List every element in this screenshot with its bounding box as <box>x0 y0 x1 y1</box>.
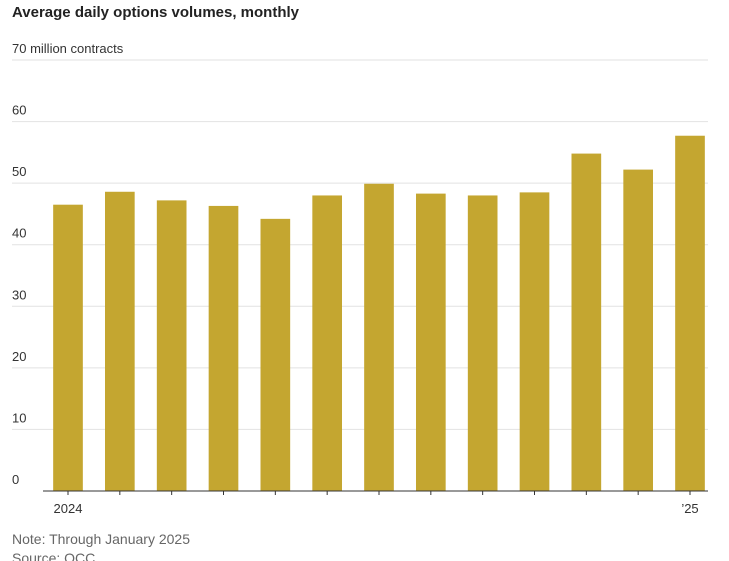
note: Note: Through January 2025 <box>12 531 190 547</box>
bar <box>156 200 187 491</box>
y-tick-label: 40 <box>12 226 26 241</box>
y-tick-label: 30 <box>12 287 26 302</box>
x-tick-label: ’25 <box>681 501 698 516</box>
x-tick-label: 2024 <box>54 501 83 516</box>
bar <box>312 195 343 491</box>
y-tick-label: 0 <box>12 472 19 487</box>
y-tick-label: 70 million contracts <box>12 41 124 56</box>
bar <box>519 192 550 491</box>
bar <box>364 183 394 491</box>
bar <box>467 195 498 491</box>
y-tick-label: 60 <box>12 103 26 118</box>
bar <box>104 191 135 491</box>
bar <box>675 135 705 492</box>
chart-title: Average daily options volumes, monthly <box>12 4 300 21</box>
bar <box>53 204 83 491</box>
source: Source: OCC <box>12 550 95 561</box>
y-tick-label: 50 <box>12 164 26 179</box>
y-tick-label: 20 <box>12 349 26 364</box>
bar <box>623 169 654 491</box>
bar <box>208 205 239 491</box>
y-tick-label: 10 <box>12 410 26 425</box>
bar <box>260 218 291 491</box>
bar <box>571 153 602 492</box>
bar <box>415 193 446 492</box>
